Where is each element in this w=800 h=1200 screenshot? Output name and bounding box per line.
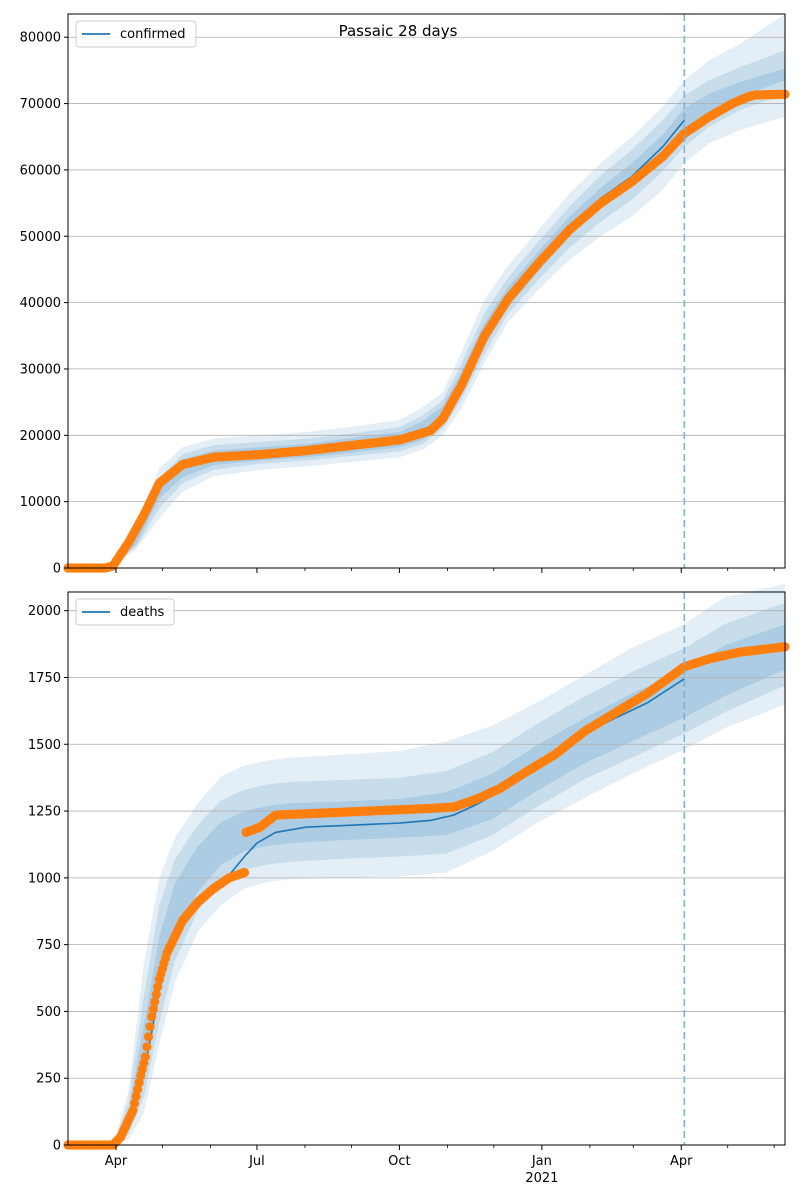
confirmed-y-tick-label: 20000 [20,429,61,444]
deaths-observed-point [134,1077,144,1088]
deaths-band-inner [112,624,785,1145]
deaths-observed-point [145,1022,155,1032]
deaths-band-middle [112,602,785,1145]
deaths-observed-point [140,1052,150,1062]
confirmed-band-middle [112,50,785,567]
deaths-y-tick-label: 750 [36,938,61,953]
deaths-observed-point [133,1084,143,1094]
confirmed-x-axis [115,568,775,573]
deaths-x-tick-label: Jan [531,1154,552,1169]
confirmed-y-tick-label: 80000 [20,31,61,46]
deaths-y-tick-label: 250 [36,1072,61,1087]
confirmed-y-tick-label: 60000 [20,163,61,178]
confirmed-y-tick-label: 70000 [20,97,61,112]
deaths-observed-point [130,1098,140,1108]
deaths-x-tick-label: Oct [388,1154,410,1169]
confirmed-band-outer [112,14,785,567]
deaths-y-tick-label: 500 [36,1005,61,1020]
confirmed-y-tick-label: 40000 [20,296,61,311]
deaths-observed-point [143,1032,154,1042]
deaths-legend: deaths [75,598,175,626]
deaths-observed-point [128,1105,138,1115]
deaths-observed-point [148,1004,158,1014]
confirmed-panel: 0 10000 20000 30000 40000 50000 60000 70000 8000… [20,13,790,577]
confirmed-axes-frame [67,13,786,569]
deaths-observed-points [63,642,790,1150]
deaths-axes-frame [67,591,786,1146]
deaths-y-tick-label: 1750 [28,671,61,686]
deaths-y-tick-label: 2000 [28,604,61,619]
confirmed-y-tick-label: 0 [53,562,61,577]
deaths-observed-point [131,1091,141,1101]
x-year-label: 2021 [525,1171,558,1186]
confirmed-y-tick-label: 10000 [20,495,61,510]
deaths-y-tick-label: 1250 [28,805,61,820]
deaths-y-tick-label: 0 [53,1139,61,1154]
deaths-x-axis: Apr Jul Oct Jan Apr 2021 [105,1145,775,1186]
deaths-observed-point [239,867,250,878]
confirmed-observed-points [63,89,790,573]
deaths-x-tick-label: Apr [670,1154,693,1169]
deaths-x-tick-label: Jul [248,1154,265,1169]
confirmed-y-axis: 0 10000 20000 30000 40000 50000 60000 70000 8000… [20,31,68,577]
confirmed-legend: confirmed [75,20,197,48]
deaths-y-axis: 0 250 500 750 1000 1250 1500 1750 2000 [28,604,68,1154]
figure-title: Passaic 28 days [339,22,458,40]
deaths-legend-label: deaths [120,605,165,620]
deaths-panel: 0 250 500 750 1000 1250 1500 1750 2000 Apr Jul Oct… [28,584,790,1186]
confirmed-y-tick-label: 30000 [20,362,61,377]
deaths-band-outer [112,584,785,1145]
confirmed-legend-box [75,20,197,48]
deaths-observed-point [150,997,160,1007]
deaths-observed-point [147,1012,157,1022]
deaths-gridlines [68,610,785,1146]
deaths-observed-point [151,989,161,999]
deaths-y-tick-label: 1000 [28,871,61,886]
confirmed-y-tick-label: 50000 [20,230,61,245]
deaths-observed-point [142,1042,152,1052]
confirmed-legend-label: confirmed [120,27,186,42]
deaths-observed-point [153,982,163,992]
deaths-legend-box [75,598,175,626]
deaths-uncertainty-bands [112,584,785,1145]
deaths-x-tick-label: Apr [105,1154,128,1169]
deaths-y-tick-label: 1500 [28,738,61,753]
